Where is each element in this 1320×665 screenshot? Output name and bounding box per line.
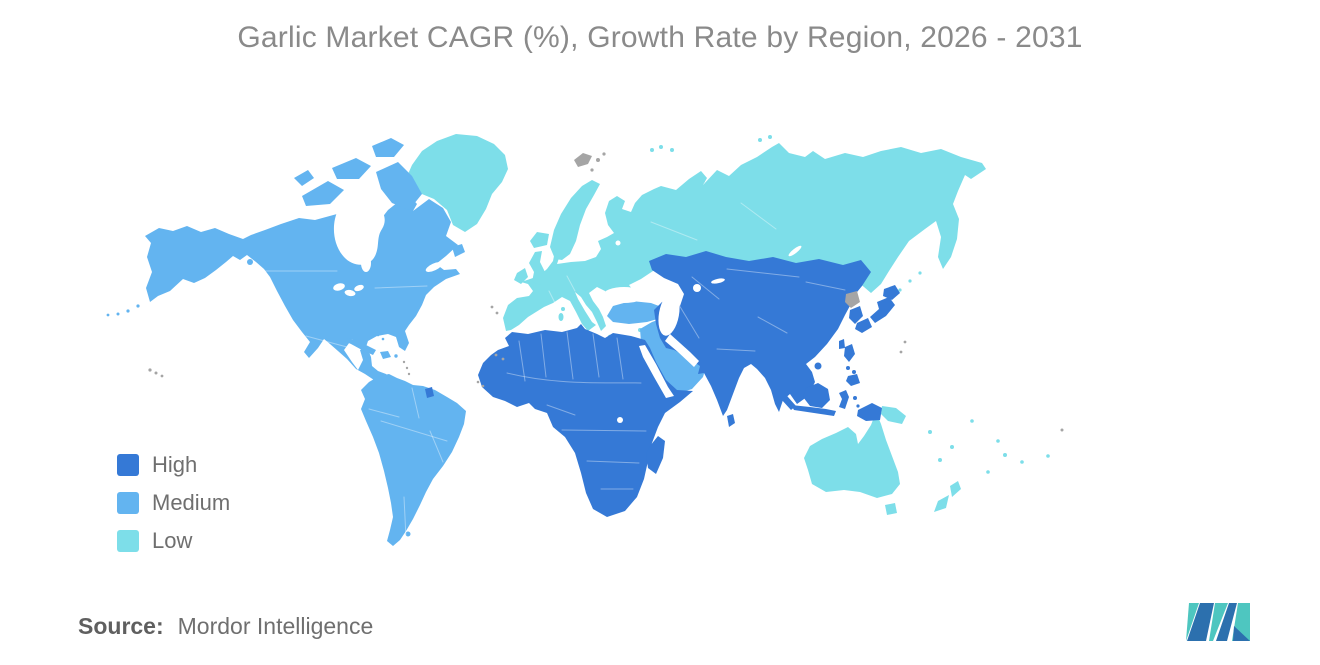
legend-label-medium: Medium: [152, 490, 231, 515]
logo-shape: [1233, 626, 1250, 641]
region-no-data: [148, 152, 1064, 432]
region-southeast-asia-islands: [768, 344, 882, 421]
country-borders: [250, 202, 846, 539]
legend: High Medium Low: [117, 454, 230, 568]
source-label: Source:: [78, 613, 164, 639]
logo-shape: [1216, 603, 1237, 641]
region-greenland-iceland: [405, 134, 549, 248]
region-africa: [478, 324, 693, 517]
source-line: Source: Mordor Intelligence: [78, 613, 373, 640]
legend-item-medium: Medium: [117, 492, 230, 514]
region-asia: [649, 251, 871, 427]
legend-swatch-low: [117, 530, 139, 552]
logo-shape: [1186, 603, 1199, 641]
logo-shape: [1187, 603, 1214, 641]
region-oceania: [804, 406, 1050, 515]
region-uk-ireland: [514, 251, 546, 285]
sea-overlays: [333, 199, 802, 423]
region-europe-russia: [503, 135, 986, 338]
region-japan-korea: [849, 285, 900, 333]
region-north-america: [106, 138, 465, 390]
logo-shape: [1209, 603, 1228, 641]
legend-item-high: High: [117, 454, 230, 476]
legend-swatch-high: [117, 454, 139, 476]
legend-swatch-medium: [117, 492, 139, 514]
legend-label-high: High: [152, 452, 198, 477]
legend-item-low: Low: [117, 530, 230, 552]
mordor-intelligence-logo: [1186, 603, 1250, 641]
region-south-america: [361, 374, 466, 546]
chart-title: Garlic Market CAGR (%), Growth Rate by R…: [237, 21, 1083, 54]
source-value: Mordor Intelligence: [177, 613, 374, 639]
region-french-guiana: [425, 387, 434, 398]
legend-label-low: Low: [152, 528, 193, 553]
